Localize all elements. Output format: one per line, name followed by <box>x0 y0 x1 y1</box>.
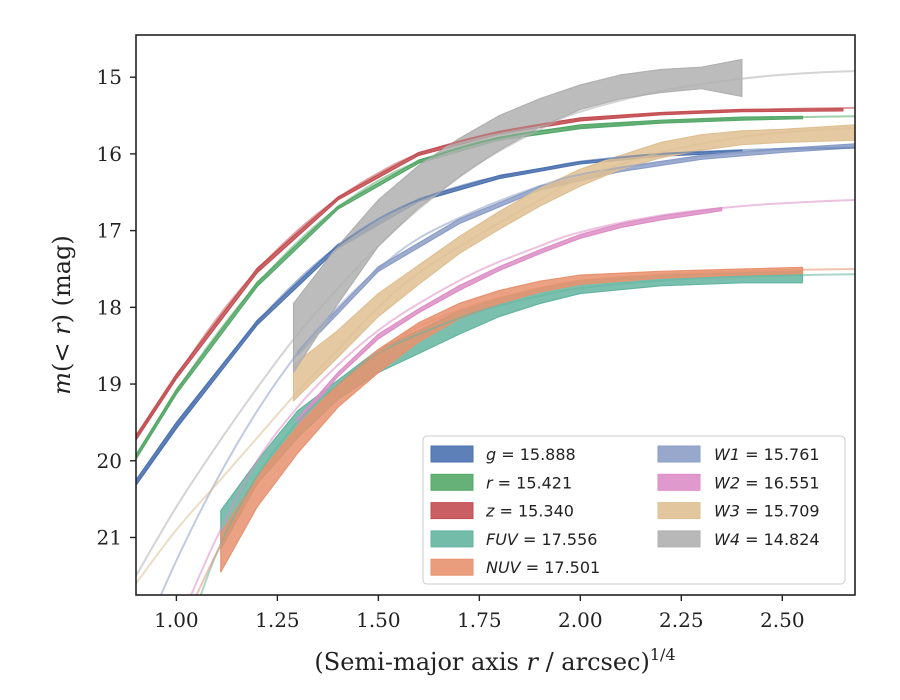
x-axis-ticks: 1.00 1.25 1.50 1.75 2.00 2.25 2.50 <box>154 595 805 632</box>
legend-label: W2 = 16.551 <box>714 473 820 492</box>
band-z <box>136 108 844 441</box>
band-nuv <box>220 266 804 573</box>
x-axis-label: (Semi-major axis r / arcsec)1/4 <box>314 645 675 676</box>
model-curve-nuv <box>195 268 855 595</box>
model-curve-w1 <box>159 145 855 595</box>
legend-entry-w2: W2 = 16.551 <box>657 473 820 492</box>
legend-entry-z: z = 15.340 <box>430 502 574 521</box>
band-w2 <box>297 207 723 425</box>
y-tick-label: 16 <box>97 142 122 166</box>
legend-label: FUV = 17.556 <box>486 530 597 549</box>
y-tick-label: 17 <box>97 219 122 243</box>
legend-swatch <box>657 530 701 548</box>
legend-label: W4 = 14.824 <box>714 530 820 549</box>
x-tick-label: 1.25 <box>255 608 300 632</box>
model-curve-w3 <box>136 126 855 585</box>
x-tick-label: 1.75 <box>457 608 502 632</box>
y-axis-ticks: 15 16 17 18 19 20 21 <box>97 65 136 549</box>
y-tick-label: 20 <box>97 449 122 473</box>
legend-swatch <box>430 473 474 491</box>
legend-label: z = 15.340 <box>485 502 574 521</box>
x-tick-label: 1.00 <box>154 608 199 632</box>
legend-entry-r: r = 15.421 <box>430 473 572 492</box>
model-curve-w2 <box>189 198 855 595</box>
legend-entry-w4: W4 = 14.824 <box>657 530 820 549</box>
legend-entry-w3: W3 = 15.709 <box>657 502 820 521</box>
band-w1 <box>297 143 855 357</box>
model-curves <box>136 70 855 595</box>
legend-label: NUV = 17.501 <box>486 558 600 577</box>
x-tick-label: 2.00 <box>558 608 603 632</box>
legend-entry-fuv: FUV = 17.556 <box>430 530 597 549</box>
legend-label: g = 15.888 <box>486 445 576 464</box>
legend-swatch <box>430 502 474 520</box>
legend-swatch <box>430 558 474 576</box>
legend-box <box>422 435 846 585</box>
legend-swatch <box>657 502 701 520</box>
legend-entry-w1: W1 = 15.761 <box>657 445 820 464</box>
x-tick-label: 2.25 <box>659 608 704 632</box>
y-tick-label: 19 <box>97 372 122 396</box>
legend-entry-nuv: NUV = 17.501 <box>430 558 600 577</box>
legend-swatch <box>657 445 701 463</box>
y-tick-label: 15 <box>97 65 122 89</box>
model-curve-r <box>136 115 855 458</box>
band-r <box>136 115 804 460</box>
model-curve-z <box>136 106 855 439</box>
plot-frame <box>135 34 856 596</box>
legend-label: r = 15.421 <box>486 473 572 492</box>
x-tick-label: 1.50 <box>356 608 401 632</box>
legend-label: W1 = 15.761 <box>714 445 820 464</box>
y-tick-label: 18 <box>97 295 122 319</box>
model-curve-w4 <box>136 70 855 577</box>
legend-entry-g: g = 15.888 <box>430 445 576 464</box>
x-tick-label: 2.50 <box>760 608 805 632</box>
y-axis-label: m(< r) (mag) <box>48 235 76 395</box>
y-tick-label: 21 <box>97 525 122 549</box>
legend-label: W3 = 15.709 <box>714 502 820 521</box>
model-curve-g <box>136 146 855 485</box>
legend-swatch <box>657 473 701 491</box>
legend-swatch <box>430 530 474 548</box>
legend: g = 15.888 r = 15.421 z = 15.340 FUV = 17.5… <box>422 435 846 585</box>
legend-swatch <box>430 445 474 463</box>
